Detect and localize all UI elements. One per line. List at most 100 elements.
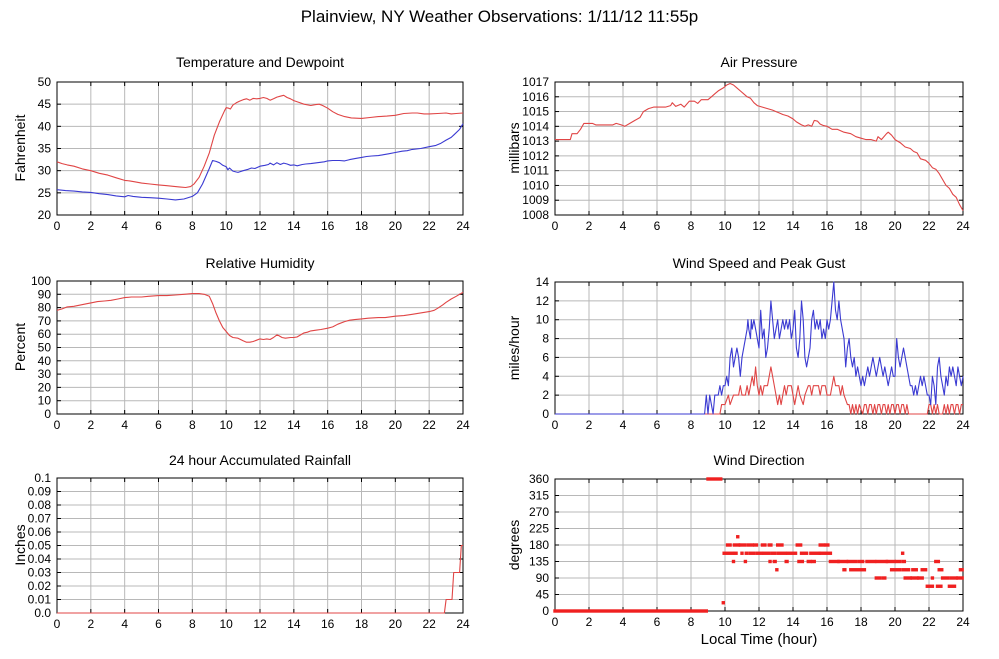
svg-text:8: 8 xyxy=(688,418,695,432)
svg-text:2: 2 xyxy=(586,219,593,233)
svg-text:16: 16 xyxy=(321,617,335,631)
svg-text:0: 0 xyxy=(54,418,61,432)
svg-text:10: 10 xyxy=(718,418,732,432)
svg-text:2: 2 xyxy=(586,418,593,432)
svg-text:22: 22 xyxy=(422,617,436,631)
chart-title-pressure: Air Pressure xyxy=(720,54,798,70)
svg-text:16: 16 xyxy=(321,219,335,233)
svg-text:0.08: 0.08 xyxy=(28,498,52,512)
svg-text:10: 10 xyxy=(718,615,732,629)
svg-text:45: 45 xyxy=(38,97,52,111)
svg-text:1015: 1015 xyxy=(522,105,549,119)
svg-text:18: 18 xyxy=(355,219,369,233)
svg-text:20: 20 xyxy=(38,380,52,394)
svg-text:70: 70 xyxy=(38,314,52,328)
svg-text:4: 4 xyxy=(121,418,128,432)
svg-text:18: 18 xyxy=(355,617,369,631)
svg-text:1013: 1013 xyxy=(522,134,549,148)
svg-text:180: 180 xyxy=(529,538,549,552)
svg-text:18: 18 xyxy=(854,219,868,233)
svg-text:60: 60 xyxy=(38,327,52,341)
svg-text:0.01: 0.01 xyxy=(28,593,52,607)
svg-text:50: 50 xyxy=(38,341,52,355)
svg-text:24: 24 xyxy=(456,418,470,432)
svg-text:0.02: 0.02 xyxy=(28,579,52,593)
svg-text:8: 8 xyxy=(688,219,695,233)
svg-text:2: 2 xyxy=(87,617,94,631)
svg-text:4: 4 xyxy=(620,219,627,233)
svg-text:10: 10 xyxy=(219,617,233,631)
svg-text:0.07: 0.07 xyxy=(28,512,52,526)
svg-text:1017: 1017 xyxy=(522,75,549,89)
svg-text:24: 24 xyxy=(956,615,970,629)
page-title: Plainview, NY Weather Observations: 1/11… xyxy=(300,7,699,26)
svg-text:90: 90 xyxy=(536,571,550,585)
svg-text:90: 90 xyxy=(38,287,52,301)
svg-text:6: 6 xyxy=(654,615,661,629)
svg-text:18: 18 xyxy=(355,418,369,432)
svg-text:16: 16 xyxy=(820,219,834,233)
x-axis-label: Local Time (hour) xyxy=(700,631,818,648)
svg-text:4: 4 xyxy=(620,418,627,432)
svg-text:22: 22 xyxy=(922,219,936,233)
svg-text:0.05: 0.05 xyxy=(28,539,52,553)
chart-title-temperature: Temperature and Dewpoint xyxy=(175,54,345,70)
svg-text:16: 16 xyxy=(820,615,834,629)
svg-text:4: 4 xyxy=(121,617,128,631)
svg-text:35: 35 xyxy=(38,142,52,156)
svg-text:24: 24 xyxy=(956,219,970,233)
svg-text:1010: 1010 xyxy=(522,178,549,192)
svg-text:270: 270 xyxy=(529,505,549,519)
svg-text:100: 100 xyxy=(31,274,51,288)
svg-text:8: 8 xyxy=(189,418,196,432)
svg-text:0.06: 0.06 xyxy=(28,525,52,539)
svg-text:0.0: 0.0 xyxy=(34,606,51,620)
svg-text:14: 14 xyxy=(786,219,800,233)
svg-text:1014: 1014 xyxy=(522,119,549,133)
svg-text:1008: 1008 xyxy=(522,208,549,222)
svg-text:135: 135 xyxy=(529,555,549,569)
svg-text:30: 30 xyxy=(38,367,52,381)
svg-text:0: 0 xyxy=(542,604,549,618)
svg-text:10: 10 xyxy=(219,219,233,233)
svg-text:20: 20 xyxy=(888,418,902,432)
svg-text:12: 12 xyxy=(253,418,267,432)
svg-text:12: 12 xyxy=(253,219,267,233)
svg-text:4: 4 xyxy=(121,219,128,233)
svg-text:45: 45 xyxy=(536,588,550,602)
svg-text:10: 10 xyxy=(536,313,550,327)
svg-text:0: 0 xyxy=(542,407,549,421)
svg-text:2: 2 xyxy=(542,388,549,402)
svg-text:0: 0 xyxy=(552,219,559,233)
svg-text:0.1: 0.1 xyxy=(34,471,51,485)
svg-text:8: 8 xyxy=(542,332,549,346)
svg-text:30: 30 xyxy=(38,164,52,178)
svg-text:80: 80 xyxy=(38,301,52,315)
svg-text:20: 20 xyxy=(389,418,403,432)
svg-text:14: 14 xyxy=(536,275,550,289)
svg-text:14: 14 xyxy=(786,615,800,629)
svg-text:16: 16 xyxy=(321,418,335,432)
chart-title-rainfall: 24 hour Accumulated Rainfall xyxy=(168,452,352,468)
svg-text:14: 14 xyxy=(287,219,301,233)
svg-text:1011: 1011 xyxy=(523,164,549,178)
svg-text:6: 6 xyxy=(155,219,162,233)
chart-title-humidity: Relative Humidity xyxy=(205,255,315,271)
svg-text:6: 6 xyxy=(542,350,549,364)
svg-text:6: 6 xyxy=(155,418,162,432)
rainfall-plot: 0.00.010.020.030.040.050.060.070.080.090… xyxy=(28,471,470,631)
svg-text:2: 2 xyxy=(87,219,94,233)
svg-text:1012: 1012 xyxy=(522,149,549,163)
svg-text:12: 12 xyxy=(253,617,267,631)
svg-text:22: 22 xyxy=(922,418,936,432)
svg-text:20: 20 xyxy=(888,615,902,629)
svg-text:4: 4 xyxy=(542,369,549,383)
svg-text:2: 2 xyxy=(87,418,94,432)
svg-text:12: 12 xyxy=(752,219,766,233)
svg-text:315: 315 xyxy=(529,489,549,503)
svg-text:0.04: 0.04 xyxy=(28,552,52,566)
svg-text:8: 8 xyxy=(688,615,695,629)
